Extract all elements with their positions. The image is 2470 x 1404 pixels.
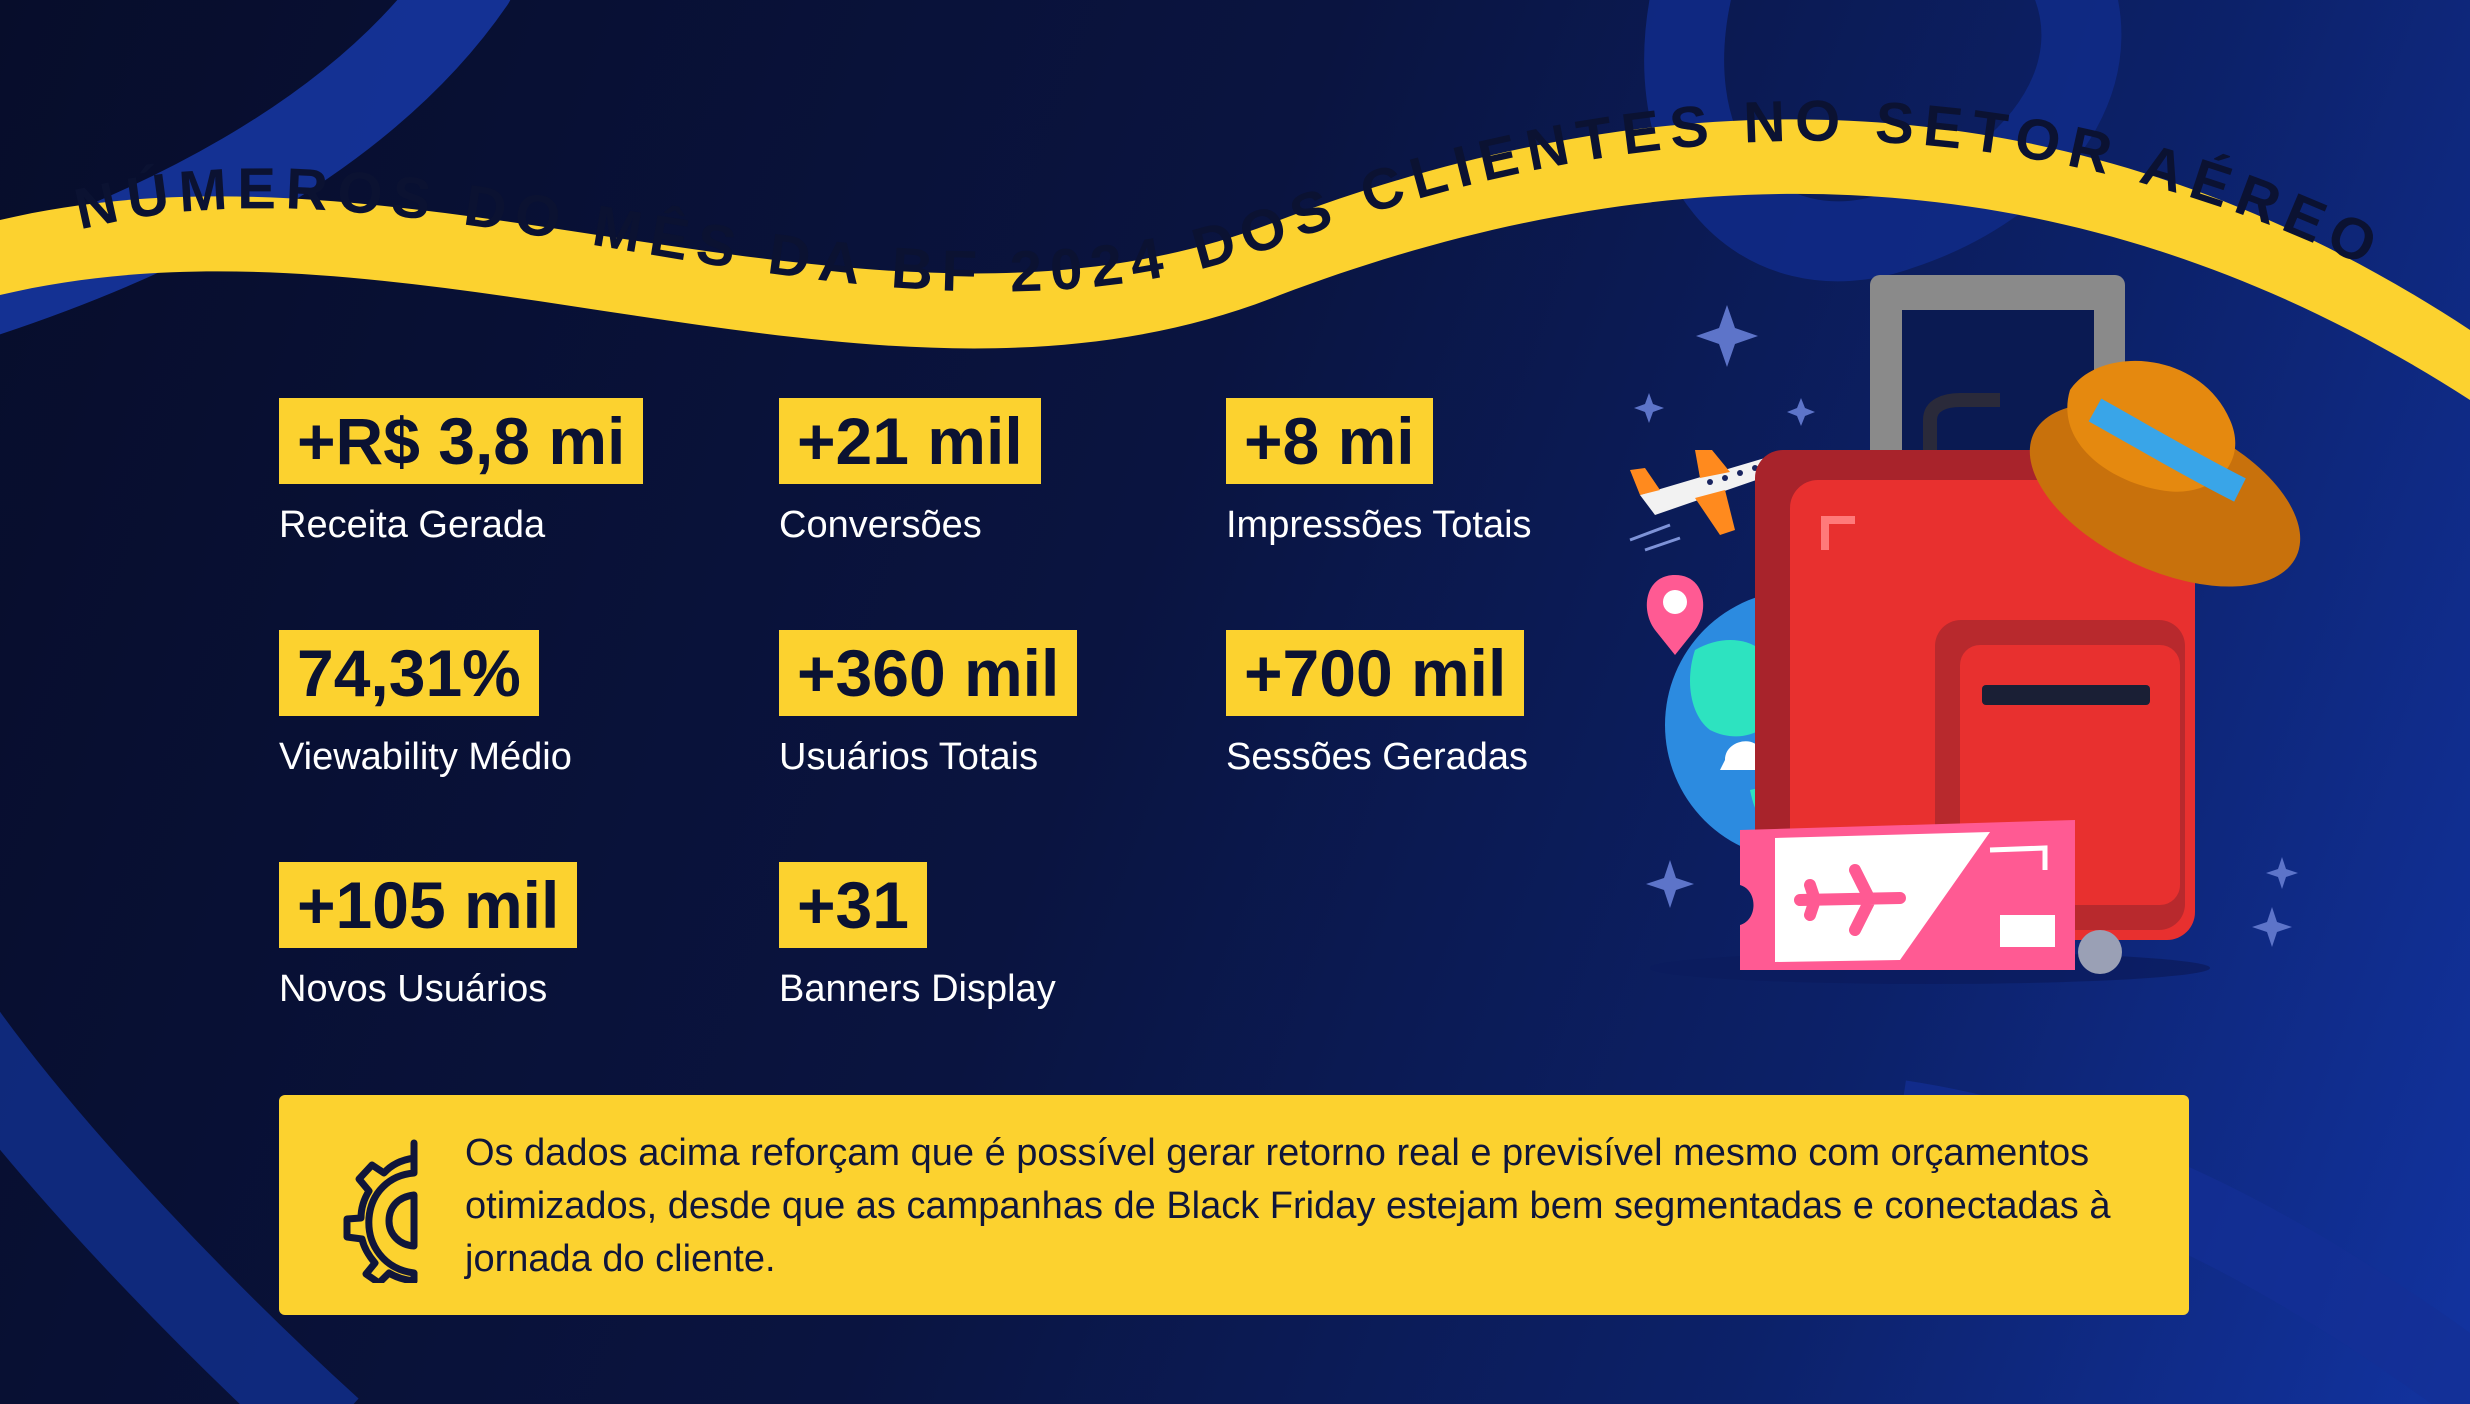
stat-value: +31: [779, 862, 927, 948]
stat-label: Usuários Totais: [779, 736, 1039, 778]
hat-icon: [2029, 360, 2301, 587]
title-ribbon: [0, 119, 2470, 400]
stat-label: Novos Usuários: [279, 968, 548, 1010]
stat-label: Viewability Médio: [279, 736, 572, 778]
airplane-icon: [1629, 450, 1793, 552]
travel-illustration: [1629, 275, 2301, 984]
summary-text: Os dados acima reforçam que é possível g…: [465, 1132, 2111, 1280]
stat-label: Receita Gerada: [279, 504, 546, 546]
stat-receita: +R$ 3,8 mi Receita Gerada: [279, 398, 644, 547]
location-pin-icon: [1646, 575, 1704, 655]
ticket-icon: [1740, 820, 2075, 970]
stat-value: +105 mil: [279, 862, 578, 948]
stat-value: +8 mi: [1226, 398, 1433, 484]
stat-conversoes: +21 mil Conversões: [779, 398, 1041, 547]
stat-label: Sessões Geradas: [1226, 736, 1529, 778]
stat-banners: +31 Banners Display: [779, 862, 1056, 1011]
stat-value: +360 mil: [779, 630, 1078, 716]
stat-usuarios-totais: +360 mil Usuários Totais: [779, 630, 1078, 779]
stat-label: Impressões Totais: [1226, 504, 1532, 546]
stat-impressoes: +8 mi Impressões Totais: [1226, 398, 1532, 547]
stat-value: +21 mil: [779, 398, 1041, 484]
sparkle-icon: [1634, 305, 2298, 947]
stat-value: +R$ 3,8 mi: [279, 398, 644, 484]
summary-note: Os dados acima reforçam que é possível g…: [279, 1095, 2189, 1315]
stat-label: Conversões: [779, 504, 982, 546]
stat-viewability: 74,31% Viewability Médio: [279, 630, 572, 779]
stat-value: +700 mil: [1226, 630, 1525, 716]
stat-label: Banners Display: [779, 968, 1056, 1010]
stat-value: 74,31%: [279, 630, 539, 716]
stat-sessoes: +700 mil Sessões Geradas: [1226, 630, 1528, 779]
stat-novos-usuarios: +105 mil Novos Usuários: [279, 862, 578, 1011]
gear-icon: [343, 1139, 418, 1283]
